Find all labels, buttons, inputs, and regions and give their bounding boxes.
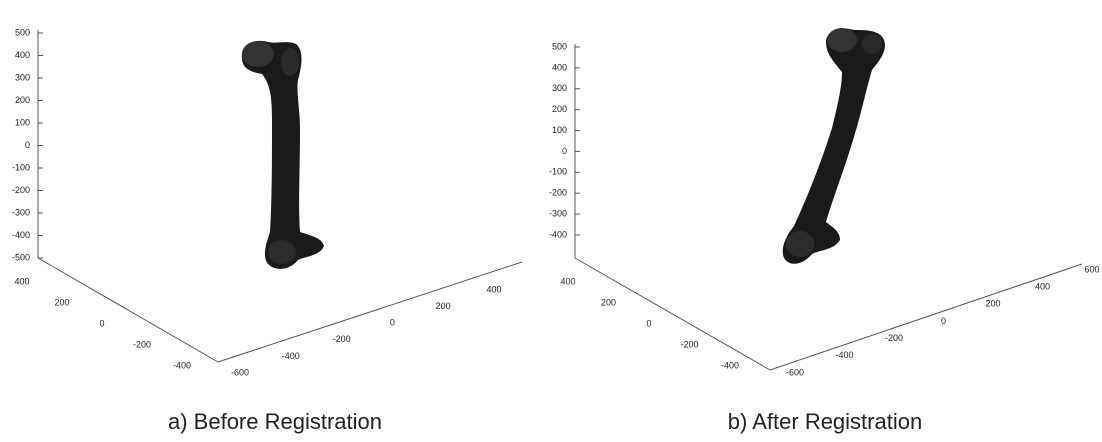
x-tick-label: 0 <box>941 316 946 326</box>
x-tick-label: -400 <box>835 350 853 360</box>
z-tick-label: -400 <box>12 230 30 240</box>
x-tick-label: -400 <box>282 351 300 361</box>
y-tick-label: 0 <box>646 318 651 328</box>
x-tick-label: 400 <box>1035 282 1050 292</box>
y-tick-label: 400 <box>14 276 29 286</box>
x-tick-label: -200 <box>333 334 351 344</box>
x-tick-label: 400 <box>486 284 501 294</box>
x-tick-label: 600 <box>1084 264 1099 274</box>
x-tick-label: 200 <box>985 299 1000 309</box>
z-tick-label: 0 <box>562 146 567 156</box>
z-tick-label: 200 <box>15 95 30 105</box>
z-tick-label: 400 <box>552 62 567 72</box>
z-tick-label: -300 <box>549 208 567 218</box>
z-tick-label: 200 <box>552 104 567 114</box>
caption: a) Before Registration <box>168 409 382 434</box>
y-tick-label: 400 <box>560 276 575 286</box>
y-tick-label: -400 <box>173 360 191 370</box>
x-axis <box>770 264 1082 370</box>
caption: b) After Registration <box>728 409 922 434</box>
y-tick-label: 200 <box>54 297 69 307</box>
x-tick-label: 0 <box>390 318 395 328</box>
z-tick-label: 500 <box>552 41 567 51</box>
z-tick-label: -100 <box>12 162 30 172</box>
femur-after <box>783 28 885 264</box>
z-tick-label: 300 <box>552 83 567 93</box>
x-tick-label: 200 <box>436 301 451 311</box>
y-tick-label: -200 <box>133 339 151 349</box>
x-tick-label: -600 <box>231 367 249 377</box>
y-tick-label: 200 <box>601 297 616 307</box>
x-axis <box>218 262 522 362</box>
z-tick-label: -500 <box>12 252 30 262</box>
z-tick-label: 0 <box>25 140 30 150</box>
y-axis <box>575 258 770 370</box>
x-tick-label: -200 <box>885 333 903 343</box>
z-tick-label: -100 <box>549 167 567 177</box>
y-axis <box>38 258 218 362</box>
z-tick-label: 100 <box>15 117 30 127</box>
z-tick-label: 100 <box>552 125 567 135</box>
z-tick-label: 300 <box>15 72 30 82</box>
femur-before <box>242 41 324 269</box>
z-tick-label: -400 <box>549 229 567 239</box>
y-tick-label: 0 <box>99 318 104 328</box>
z-tick-label: 400 <box>15 50 30 60</box>
y-tick-label: -200 <box>680 339 698 349</box>
y-tick-label: -400 <box>721 360 739 370</box>
z-tick-label: 500 <box>15 27 30 37</box>
figure: a) Before Registration b) After Registra… <box>0 0 1102 442</box>
z-tick-label: -200 <box>549 188 567 198</box>
z-tick-label: -200 <box>12 185 30 195</box>
x-tick-label: -600 <box>786 367 804 377</box>
z-tick-label: -300 <box>12 207 30 217</box>
